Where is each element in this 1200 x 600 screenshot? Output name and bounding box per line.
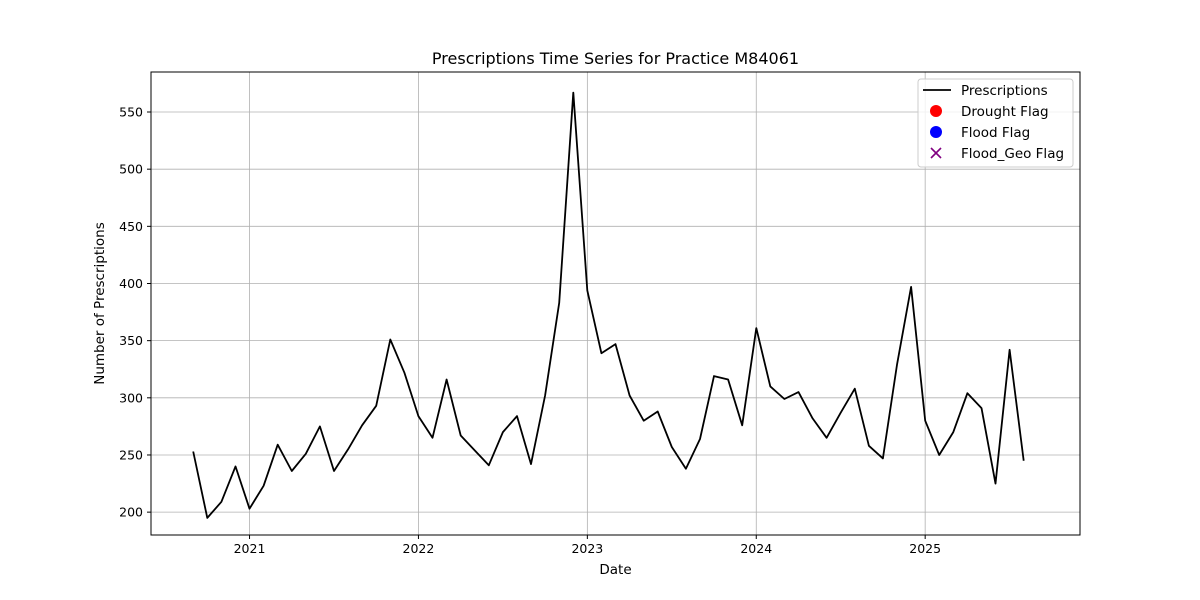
data-point bbox=[558, 302, 560, 304]
data-point bbox=[938, 454, 940, 456]
data-point bbox=[474, 449, 476, 451]
data-point bbox=[952, 431, 954, 433]
y-axis-label: Number of Prescriptions bbox=[92, 222, 108, 385]
legend-label: Prescriptions bbox=[961, 83, 1048, 99]
data-point bbox=[403, 371, 405, 373]
data-point bbox=[642, 419, 644, 421]
data-point bbox=[994, 482, 996, 484]
data-point bbox=[769, 385, 771, 387]
data-point bbox=[685, 467, 687, 469]
data-point bbox=[488, 464, 490, 466]
data-point bbox=[445, 378, 447, 380]
data-point bbox=[248, 508, 250, 510]
x-tick-label: 2021 bbox=[234, 541, 266, 556]
data-point bbox=[234, 465, 236, 467]
legend-box bbox=[917, 78, 1074, 168]
data-point bbox=[459, 434, 461, 436]
y-tick-label: 350 bbox=[119, 333, 143, 348]
data-point bbox=[966, 392, 968, 394]
data-point bbox=[502, 431, 504, 433]
data-point bbox=[713, 375, 715, 377]
chart-title: Prescriptions Time Series for Practice M… bbox=[432, 49, 799, 68]
data-point bbox=[614, 343, 616, 345]
data-point bbox=[1008, 349, 1010, 351]
data-point bbox=[671, 446, 673, 448]
legend-label: Drought Flag bbox=[961, 104, 1049, 120]
plot-frame bbox=[150, 71, 1081, 536]
data-point bbox=[854, 387, 856, 389]
data-point bbox=[572, 91, 574, 93]
data-point bbox=[727, 378, 729, 380]
data-point bbox=[361, 424, 363, 426]
data-point bbox=[840, 411, 842, 413]
data-point bbox=[797, 391, 799, 393]
data-point bbox=[628, 394, 630, 396]
y-tick-label: 400 bbox=[119, 276, 143, 291]
data-point bbox=[530, 463, 532, 465]
legend-label: Flood Flag bbox=[961, 125, 1030, 141]
data-point bbox=[220, 501, 222, 503]
data-point bbox=[276, 443, 278, 445]
data-point bbox=[699, 438, 701, 440]
y-tick-label: 550 bbox=[119, 105, 143, 120]
data-point bbox=[305, 453, 307, 455]
legend: Prescriptions Drought Flag Flood Flag Flood… bbox=[917, 78, 1074, 168]
data-point bbox=[544, 394, 546, 396]
y-axis: 200 250 300 350 400 450 500 550 bbox=[119, 105, 151, 520]
data-point bbox=[755, 327, 757, 329]
y-tick-label: 500 bbox=[119, 162, 143, 177]
data-point bbox=[333, 470, 335, 472]
data-point bbox=[192, 450, 194, 452]
series-layer bbox=[192, 91, 1025, 519]
data-point bbox=[347, 448, 349, 450]
data-point bbox=[811, 417, 813, 419]
data-point bbox=[516, 415, 518, 417]
y-tick-label: 300 bbox=[119, 390, 143, 405]
x-axis: 2021 2022 2023 2024 2025 bbox=[234, 535, 941, 556]
data-point bbox=[206, 517, 208, 519]
data-point bbox=[389, 338, 391, 340]
data-point bbox=[980, 407, 982, 409]
data-point bbox=[600, 352, 602, 354]
data-point bbox=[1022, 459, 1024, 461]
y-tick-label: 200 bbox=[119, 505, 143, 520]
data-point bbox=[657, 410, 659, 412]
data-point bbox=[783, 398, 785, 400]
data-point bbox=[741, 424, 743, 426]
y-tick-label: 250 bbox=[119, 447, 143, 462]
data-point bbox=[375, 405, 377, 407]
data-point bbox=[319, 425, 321, 427]
x-tick-label: 2022 bbox=[403, 541, 435, 556]
data-point bbox=[431, 437, 433, 439]
x-tick-label: 2025 bbox=[909, 541, 941, 556]
y-tick-label: 450 bbox=[119, 219, 143, 234]
data-point bbox=[417, 415, 419, 417]
data-point bbox=[825, 437, 827, 439]
legend-label: Flood_Geo Flag bbox=[961, 146, 1064, 162]
data-point bbox=[586, 289, 588, 291]
data-point bbox=[262, 485, 264, 487]
data-point bbox=[882, 457, 884, 459]
data-point bbox=[910, 286, 912, 288]
data-point bbox=[896, 363, 898, 365]
legend-circle-swatch bbox=[930, 105, 942, 117]
series-line-prescriptions bbox=[192, 91, 1025, 519]
x-tick-label: 2024 bbox=[740, 541, 772, 556]
data-point bbox=[291, 470, 293, 472]
x-tick-label: 2023 bbox=[571, 541, 603, 556]
grid bbox=[151, 72, 1080, 535]
legend-x-swatch bbox=[930, 147, 942, 159]
legend-circle-swatch bbox=[930, 126, 942, 138]
data-point bbox=[868, 445, 870, 447]
x-axis-label: Date bbox=[599, 562, 631, 578]
data-point bbox=[924, 419, 926, 421]
